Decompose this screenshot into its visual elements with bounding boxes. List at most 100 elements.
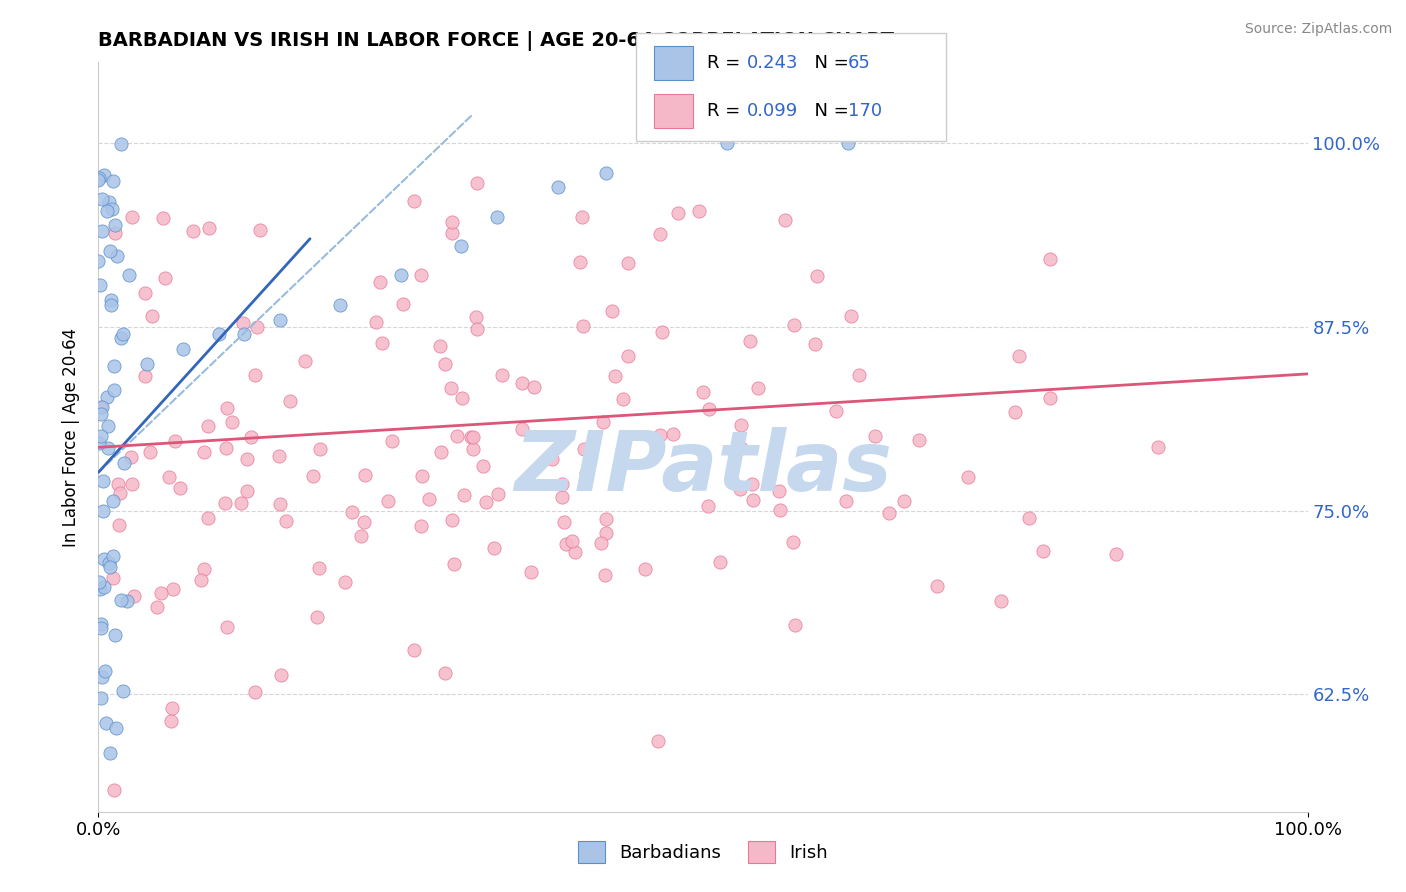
Point xyxy=(697,402,720,417)
Point xyxy=(214,442,236,456)
Point xyxy=(1004,405,1026,419)
Point xyxy=(353,515,375,529)
Point xyxy=(738,334,761,348)
Point xyxy=(658,470,681,484)
Point xyxy=(547,180,569,194)
Point xyxy=(392,297,415,311)
Point xyxy=(956,470,979,484)
Point xyxy=(197,419,219,434)
Point xyxy=(107,477,129,491)
Point xyxy=(709,555,731,569)
Point xyxy=(825,404,848,418)
Point xyxy=(94,716,117,731)
Point xyxy=(568,254,591,268)
Point xyxy=(90,622,112,636)
Point xyxy=(877,506,900,520)
Point xyxy=(100,202,122,216)
Point xyxy=(340,504,363,518)
Point xyxy=(465,322,488,336)
Point xyxy=(152,211,174,226)
Point xyxy=(730,483,752,497)
Text: ZIPatlas: ZIPatlas xyxy=(515,426,891,508)
Point xyxy=(96,390,118,404)
Point xyxy=(741,492,763,507)
Point xyxy=(172,342,194,356)
Point xyxy=(101,549,124,563)
Point xyxy=(215,620,238,634)
Point xyxy=(460,430,482,444)
Point xyxy=(103,571,125,585)
Text: BARBADIAN VS IRISH IN LABOR FORCE | AGE 20-64 CORRELATION CHART: BARBADIAN VS IRISH IN LABOR FORCE | AGE … xyxy=(98,30,894,51)
Point xyxy=(482,541,505,555)
Point xyxy=(474,495,496,509)
Point xyxy=(90,401,112,415)
Point xyxy=(301,469,323,483)
Point xyxy=(354,467,377,482)
Point xyxy=(441,215,464,229)
Point xyxy=(124,589,146,603)
Point xyxy=(159,714,181,729)
Point xyxy=(692,385,714,400)
Point xyxy=(308,561,330,575)
Point xyxy=(163,434,186,448)
Point xyxy=(716,136,738,151)
Point xyxy=(908,434,931,448)
Point xyxy=(278,393,301,408)
Point xyxy=(429,445,451,459)
Point xyxy=(409,519,432,533)
Point xyxy=(443,557,465,571)
Point xyxy=(112,684,135,698)
Point xyxy=(572,319,595,334)
Point xyxy=(294,354,316,368)
Point xyxy=(350,528,373,542)
Point xyxy=(434,665,457,680)
Point xyxy=(104,218,127,232)
Point xyxy=(98,560,121,574)
Point xyxy=(571,210,593,224)
Text: Source: ZipAtlas.com: Source: ZipAtlas.com xyxy=(1244,22,1392,37)
Point xyxy=(90,407,112,421)
Point xyxy=(389,268,412,283)
Point xyxy=(112,456,135,470)
Point xyxy=(441,227,464,241)
Point xyxy=(97,441,120,455)
Point xyxy=(603,368,626,383)
Point xyxy=(89,277,111,292)
Text: N =: N = xyxy=(803,54,855,72)
Point xyxy=(783,318,806,333)
Point xyxy=(105,721,128,735)
Point xyxy=(465,176,488,190)
Point xyxy=(450,239,472,253)
Point xyxy=(835,493,858,508)
Point xyxy=(768,483,790,498)
Point xyxy=(564,544,586,558)
Point xyxy=(153,271,176,285)
Text: 0.243: 0.243 xyxy=(747,54,799,72)
Point xyxy=(768,503,790,517)
Point xyxy=(595,525,617,540)
Point xyxy=(236,484,259,499)
Point xyxy=(107,518,129,533)
Point xyxy=(848,368,870,383)
Point xyxy=(696,499,718,513)
Point xyxy=(141,310,163,324)
Legend: Barbadians, Irish: Barbadians, Irish xyxy=(571,834,835,870)
Point xyxy=(97,556,120,570)
Point xyxy=(418,491,440,506)
Point xyxy=(377,494,399,508)
Point xyxy=(461,429,484,443)
Point xyxy=(89,582,111,597)
Text: N =: N = xyxy=(803,102,855,120)
Point xyxy=(433,357,456,371)
Point xyxy=(329,298,352,312)
Point xyxy=(541,452,564,467)
Point xyxy=(865,428,887,442)
Point xyxy=(730,418,752,433)
Point xyxy=(121,476,143,491)
Point xyxy=(105,250,128,264)
Point xyxy=(371,336,394,351)
Point xyxy=(103,174,125,188)
Point xyxy=(550,476,572,491)
Point xyxy=(730,441,752,455)
Point xyxy=(274,514,297,528)
